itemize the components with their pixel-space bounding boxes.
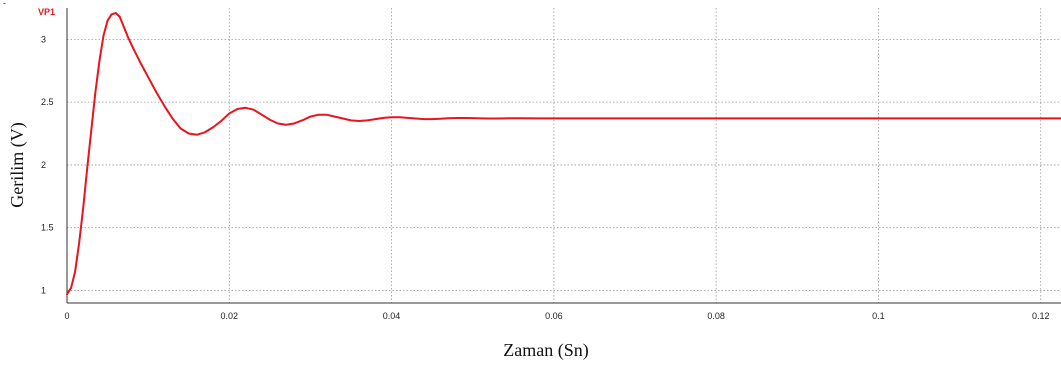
series-layer — [66, 12, 1061, 296]
y-tick-label: 3 — [41, 34, 46, 44]
y-axis-ticks: 1 1.5 2 2.5 3 — [41, 34, 54, 295]
legend-series-label: VP1 — [38, 7, 55, 17]
y-axis-title: Gerilim (V) — [7, 122, 28, 207]
x-axis-title: Zaman (Sn) — [503, 340, 588, 361]
y-tick-label: 2.5 — [41, 97, 54, 107]
x-tick-label: 0.06 — [545, 311, 563, 321]
series-line-vp1 — [66, 12, 1061, 296]
plot-frame — [66, 8, 1061, 304]
grid-lines — [66, 8, 1061, 303]
x-tick-label: 0.04 — [383, 311, 401, 321]
y-tick-label: 1 — [41, 285, 46, 295]
y-tick-label: 1.5 — [41, 223, 54, 233]
x-tick-label: 0.1 — [872, 311, 885, 321]
x-tick-label: 0.08 — [707, 311, 725, 321]
corner-mark: - — [3, 0, 6, 8]
x-tick-label: 0.12 — [1032, 311, 1050, 321]
y-tick-label: 2 — [41, 160, 46, 170]
x-tick-label: 0 — [64, 311, 69, 321]
x-axis-ticks: 0 0.02 0.04 0.06 0.08 0.1 0.12 — [64, 311, 1049, 321]
x-tick-label: 0.02 — [221, 311, 239, 321]
